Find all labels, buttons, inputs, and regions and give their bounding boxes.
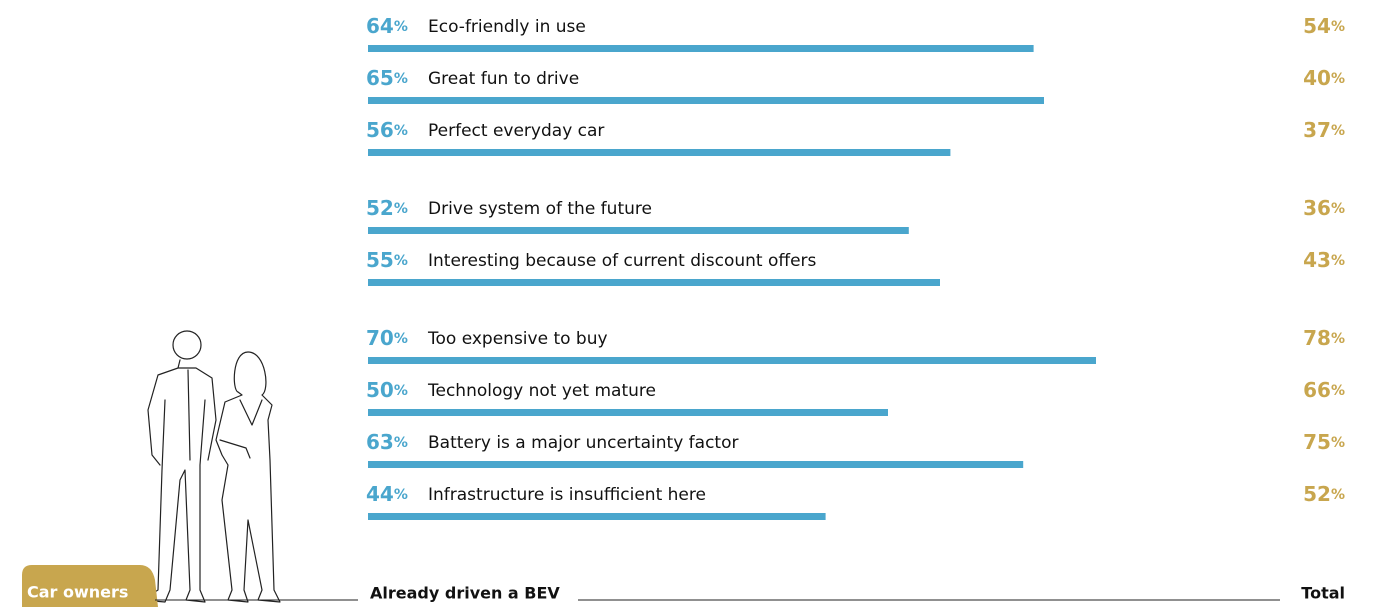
category-label: Drive system of the future bbox=[428, 199, 652, 219]
bar bbox=[368, 461, 1024, 468]
value-label: 50% bbox=[366, 378, 408, 402]
value-label: 54% bbox=[1303, 14, 1345, 38]
value-label: 65% bbox=[366, 66, 408, 90]
series-label: Total bbox=[1301, 584, 1345, 603]
value-label: 44% bbox=[366, 482, 408, 506]
category-label: Great fun to drive bbox=[428, 69, 579, 89]
bar bbox=[368, 149, 951, 156]
bar bbox=[368, 409, 888, 416]
category-label: Perfect everyday car bbox=[428, 121, 604, 141]
group-tab bbox=[22, 565, 158, 607]
value-label: 75% bbox=[1303, 430, 1345, 454]
bar bbox=[368, 279, 940, 286]
value-label: 55% bbox=[366, 248, 408, 272]
value-label: 40% bbox=[1303, 66, 1345, 90]
category-label: Technology not yet mature bbox=[427, 381, 656, 401]
value-label: 70% bbox=[366, 326, 408, 350]
category-label: Infrastructure is insufficient here bbox=[428, 485, 706, 505]
group-label: Car owners bbox=[27, 583, 128, 602]
category-label: Eco-friendly in use bbox=[428, 17, 586, 37]
value-label: 43% bbox=[1303, 248, 1345, 272]
value-label: 64% bbox=[366, 14, 408, 38]
value-label: 78% bbox=[1303, 326, 1345, 350]
people-illustration bbox=[141, 330, 281, 603]
value-label: 66% bbox=[1303, 378, 1345, 402]
bar bbox=[368, 513, 826, 520]
value-label: 37% bbox=[1303, 118, 1345, 142]
category-label: Battery is a major uncertainty factor bbox=[428, 433, 738, 453]
bar bbox=[368, 227, 909, 234]
value-label: 52% bbox=[366, 196, 408, 220]
value-label: 63% bbox=[366, 430, 408, 454]
category-label: Too expensive to buy bbox=[427, 329, 608, 349]
value-label: 36% bbox=[1303, 196, 1345, 220]
series-label: Already driven a BEV bbox=[370, 584, 560, 603]
value-label: 52% bbox=[1303, 482, 1345, 506]
bar bbox=[368, 357, 1096, 364]
value-label: 56% bbox=[366, 118, 408, 142]
bar bbox=[368, 45, 1034, 52]
bar bbox=[368, 97, 1044, 104]
category-label: Interesting because of current discount … bbox=[428, 251, 817, 271]
